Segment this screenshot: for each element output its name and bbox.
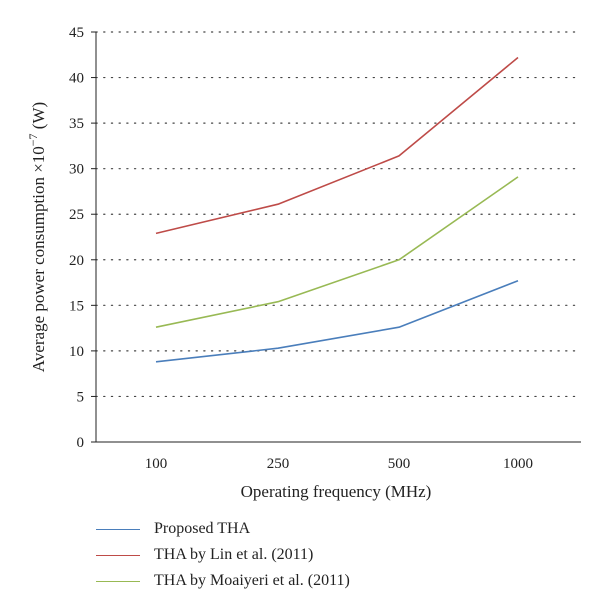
gridlines [95,31,582,398]
legend-label: Proposed THA [154,520,251,537]
y-axis-title: Average power consumption ×10−7 (W) [26,102,48,372]
series-line-3 [155,176,519,328]
y-axis-title-exponent: −7 [26,133,40,146]
series-line-1 [155,279,519,363]
y-tick-label: 0 [77,435,85,451]
y-tick-label: 35 [69,116,84,132]
legend-swatch [96,528,140,530]
series-line-2 [155,56,519,235]
y-tick-label: 20 [69,253,84,269]
legend-item: THA by Moaiyeri et al. (2011) [96,568,350,594]
x-axis-title: Operating frequency (MHz) [241,482,432,501]
axes [95,32,581,443]
legend: Proposed THA THA by Lin et al. (2011) THA … [96,516,350,594]
series-lines [155,56,519,363]
y-tick-label: 25 [69,207,84,223]
y-tick-label: 45 [69,25,84,41]
legend-label: THA by Lin et al. (2011) [154,546,314,563]
x-ticks: 100 250 500 1000 [145,456,533,472]
line-chart: 0 5 10 15 20 25 30 35 40 45 100 250 500 1000 Operati… [26,25,582,501]
y-tick-label: 10 [69,344,84,360]
y-axis-title-main: Average power consumption ×10 [29,146,48,372]
legend-swatch [96,580,140,582]
y-tick-label: 40 [69,71,84,87]
legend-item: THA by Lin et al. (2011) [96,542,350,568]
y-axis-title-unit: (W) [29,102,48,134]
x-tick-label: 250 [267,456,290,472]
y-tick-label: 15 [69,298,84,314]
y-tick-label: 5 [77,389,85,405]
legend-swatch [96,554,140,556]
x-tick-label: 500 [388,456,411,472]
legend-item: Proposed THA [96,516,350,542]
x-tick-label: 100 [145,456,168,472]
legend-label: THA by Moaiyeri et al. (2011) [154,572,350,589]
y-tick-label: 30 [69,162,84,178]
x-tick-label: 1000 [503,456,533,472]
y-ticks: 0 5 10 15 20 25 30 35 40 45 [69,25,96,451]
